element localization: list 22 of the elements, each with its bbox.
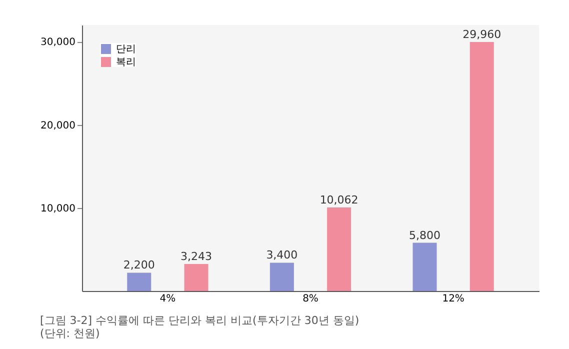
data-label: 10,062	[320, 193, 358, 206]
data-label: 3,243	[180, 250, 212, 264]
legend-label: 복리	[116, 57, 136, 68]
y-tick-label: 20,000	[40, 120, 76, 132]
text: (단위: 천원)	[40, 327, 100, 340]
legend-label: 단리	[116, 44, 136, 55]
bar	[327, 207, 352, 291]
y-tick-label: 30,000	[40, 37, 76, 48]
text: [그림 3-2] 수익률에 따른 단리와 복리 비교(투자기간 30년 동일)	[40, 314, 360, 327]
bar	[127, 272, 152, 291]
bar	[270, 262, 294, 291]
bar	[412, 242, 437, 291]
bar	[470, 42, 494, 291]
x-tick-label: 4%	[160, 294, 176, 304]
data-label: 29,960	[462, 28, 502, 41]
bar	[184, 264, 208, 291]
data-label: 2,200	[123, 258, 155, 272]
x-tick-label: 12%	[442, 294, 464, 304]
data-label: 3,400	[266, 248, 298, 262]
y-tick-label: 10,000	[40, 203, 76, 214]
x-tick-label: 8%	[302, 294, 318, 304]
data-label: 5,800	[409, 228, 440, 242]
